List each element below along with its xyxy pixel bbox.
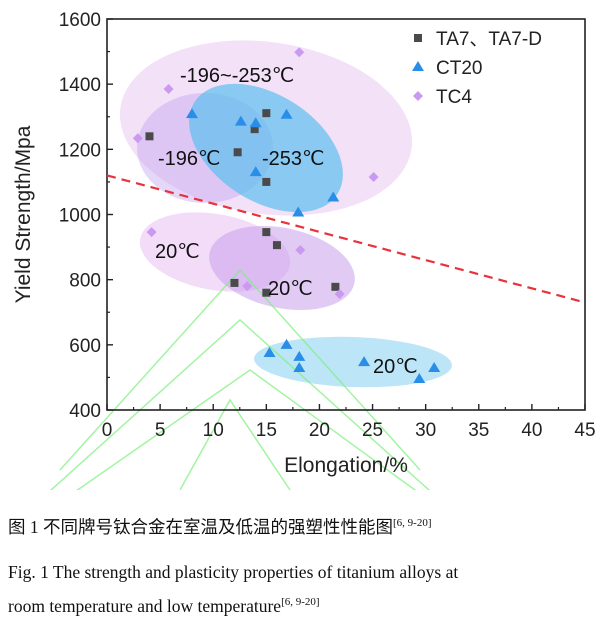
data-point-square [262,177,271,186]
legend-label: TC4 [436,87,472,108]
reference-dashed-line [106,174,586,304]
data-point-triangle [263,346,276,357]
data-point-triangle [428,361,441,372]
data-point-square [262,228,271,237]
x-tick-label: 5 [155,420,166,441]
legend-marker-triangle [412,61,424,71]
data-point-triangle [293,350,306,361]
scatter-chart: 0 5 10 15 20 25 30 35 40 45 400 600 800 1000 1200 1400 1… [12,10,596,490]
y-axis-label: Yield Strength/Mpa [12,125,35,303]
caption-english-line2: room temperature and low temperature[6, … [8,596,320,616]
y-tick-label: 1400 [59,75,101,96]
data-point-diamond [242,281,253,292]
y-tick-label: 600 [69,336,101,357]
y-tick-label: 800 [69,271,101,292]
x-tick-label: 0 [102,420,113,441]
data-point-triangle [249,117,262,128]
caption-english-line1: Fig. 1 The strength and plasticity prope… [8,562,459,582]
y-tick-label: 1600 [59,10,101,31]
data-point-square [262,288,271,297]
region-label: -196℃ [158,148,221,170]
data-point-square [262,109,271,118]
data-point-triangle [185,108,198,119]
data-point-diamond [146,227,157,238]
y-tick-label: 1000 [59,206,101,227]
data-point-triangle [292,206,305,217]
data-point-triangle [293,361,306,372]
y-tick-label: 400 [69,401,101,422]
data-point-triangle [358,356,371,367]
x-tick-label: 10 [203,420,224,441]
region-ct20-20 [254,336,452,388]
data-point-triangle [280,338,293,349]
data-point-triangle [413,373,426,384]
x-tick-label: 20 [309,420,330,441]
region-ct20-253 [189,83,343,213]
data-point-diamond [294,47,305,58]
legend-marker-square [414,34,422,42]
data-point-square [145,132,154,141]
x-tick-label: 15 [256,420,277,441]
region-label: -196~-253℃ [180,65,294,87]
legend-label: CT20 [436,58,482,79]
data-point-square [250,125,259,134]
x-axis-label: Elongation/% [284,454,408,477]
region-label: 20℃ [155,241,200,263]
data-point-diamond [132,133,143,144]
data-point-diamond [295,245,306,256]
data-point-triangle [280,108,293,119]
legend-label: TA7、TA7-D [436,29,542,50]
data-point-square [331,282,340,291]
data-point-triangle [234,115,247,126]
region-label: 20℃ [268,278,313,300]
data-point-triangle [249,166,262,177]
x-tick-label: 45 [574,420,595,441]
data-point-triangle [327,191,340,202]
data-point-diamond [368,172,379,183]
x-tick-label: 40 [521,420,542,441]
x-tick-label: 25 [362,420,383,441]
x-tick-label: 35 [468,420,489,441]
regions [119,40,452,388]
x-tick-label: 30 [415,420,436,441]
caption-chinese: 图 1 不同牌号钛合金在室温及低温的强塑性性能图[6, 9-20] [8,517,432,537]
region-label: 20℃ [373,356,418,378]
region-label: -253℃ [262,148,325,170]
y-tick-label: 1200 [59,140,101,161]
data-point-square [233,148,242,157]
watermark [49,268,431,490]
legend-marker-diamond [413,91,423,101]
data-point-diamond [163,84,174,95]
data-point-diamond [334,289,345,300]
data-point-square [230,278,239,287]
data-point-square [272,241,281,250]
